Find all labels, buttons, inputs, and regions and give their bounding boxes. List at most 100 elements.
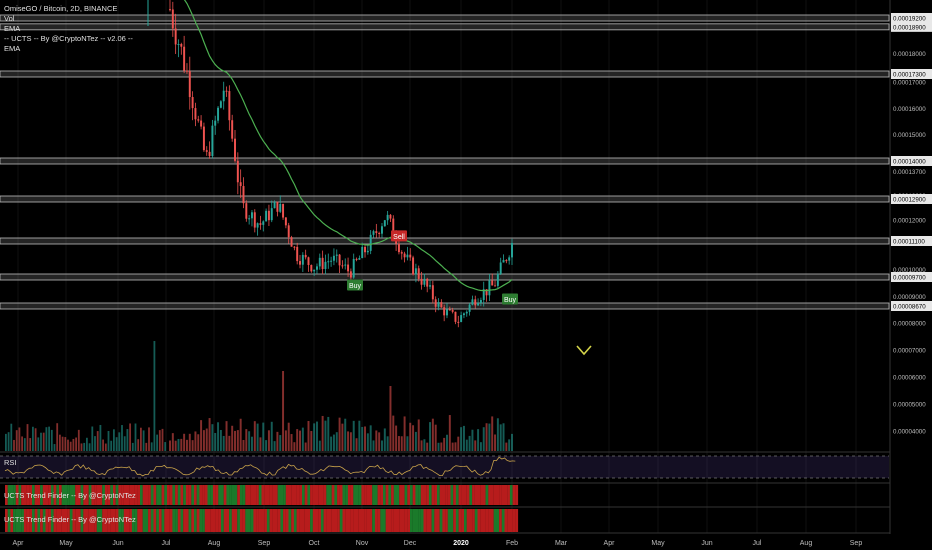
candle-body [462,313,465,316]
legend-ema[interactable]: EMA [4,24,21,33]
volume-bar [369,425,372,451]
trend-finder-bar [285,509,289,532]
trend-pane-label-2[interactable]: UCTS Trend Finder -- By @CryptoNTez [4,515,136,524]
trend-finder-bar [226,485,230,505]
volume-bar [479,442,482,451]
trend-finder-bar [69,509,73,532]
candle-body [494,285,497,287]
volume-bar [482,427,485,451]
trend-finder-bar [248,509,251,532]
price-tick-label: 0.00012900 [893,197,926,204]
candle-body [248,218,251,220]
candle-body [412,257,415,275]
trend-finder-bar [496,485,500,505]
trend-finder-bar [439,509,443,532]
volume-bar [375,430,378,451]
candle-body [267,210,270,221]
trend-finder-bar [56,485,60,505]
trend-finder-bar [374,485,378,505]
trend-finder-bar [37,509,41,532]
volume-bar [358,420,361,451]
volume-bar [42,432,45,451]
trend-finder-bar [242,509,246,532]
trend-finder-bar [366,485,370,505]
price-tick-label: 0.00012000 [893,218,926,225]
trend-finder-bar [142,485,146,505]
price-tick-label: 0.00005000 [893,402,926,409]
candle-body [426,278,429,287]
trend-pane-label-1[interactable]: UCTS Trend Finder -- By @CryptoNTez [4,491,136,500]
trend-finder-bar [361,509,365,532]
volume-bar [409,422,412,451]
trend-finder-bar [256,485,259,505]
volume-bar [242,440,245,451]
trend-finder-bar [388,485,392,505]
candle-body [392,218,395,236]
trend-finder-bar [509,485,513,505]
trend-finder-bar [393,509,397,532]
volume-bar [403,416,406,451]
trend-finder-bar [75,509,78,532]
candle-body [496,273,499,286]
trend-finder-bar [258,509,262,532]
time-tick-label: Aug [800,540,813,547]
volume-bar [386,436,389,451]
rsi-line [4,456,516,477]
time-tick-label: Jul [753,540,762,547]
price-tick-label: 0.00017000 [893,79,926,86]
candle-body [318,257,321,267]
legend-vol[interactable]: Vol [4,14,15,23]
trend-finder-bar [94,509,97,532]
volume-bar [177,438,180,451]
trend-finder-bar [329,509,332,532]
candle-body [191,97,194,109]
volume-bar [499,424,502,451]
trend-finder-bar [256,509,259,532]
volume-bar [174,440,177,451]
trend-finder-bar [15,485,19,505]
trend-finder-bar [161,509,165,532]
volume-bar [488,423,491,451]
trend-finder-bar [482,485,486,505]
legend-ema-2[interactable]: EMA [4,44,21,53]
trend-finder-bar [342,485,346,505]
trend-finder-bar [331,509,335,532]
volume-bar [113,429,115,451]
trend-finder-bar [239,509,243,532]
trend-finder-bar [53,485,57,505]
volume-bar [169,440,171,451]
trend-finder-bar [194,485,197,505]
trend-finder-bar [42,485,46,505]
trend-finder-bar [129,509,132,532]
volume-bar [395,425,398,451]
trend-finder-bar [223,509,227,532]
trend-finder-bar [148,509,151,532]
rsi-pane-label[interactable]: RSI [4,458,17,467]
volume-bar [21,436,23,451]
time-tick-label: Jun [701,540,712,547]
volume-bar [256,423,259,451]
candle-body [437,302,440,307]
trend-finder-bar [312,509,316,532]
time-tick-label: Jun [112,540,123,547]
trend-finder-bar [115,485,119,505]
trend-finder-bar [491,485,494,505]
candle-body [409,254,412,258]
legend-ucts[interactable]: -- UCTS -- By @CryptoNTez -- v2.06 -- [4,34,133,43]
trend-finder-bar [207,509,211,532]
trend-finder-bar [272,485,276,505]
volume-bar [75,437,77,451]
trend-finder-bar [280,485,284,505]
trend-finder-bar [194,509,197,532]
trend-finder-bar [461,509,465,532]
trend-finder-bar [64,485,68,505]
candle-body [270,208,273,221]
trend-finder-bar [121,485,124,505]
trend-finder-bar [480,485,483,505]
trend-finder-bar [191,485,195,505]
candle-body [440,302,443,308]
trend-finder-bar [96,509,100,532]
trend-finder-bar [96,485,100,505]
symbol-title[interactable]: OmiseGO / Bitcoin, 2D, BINANCE [4,4,118,13]
